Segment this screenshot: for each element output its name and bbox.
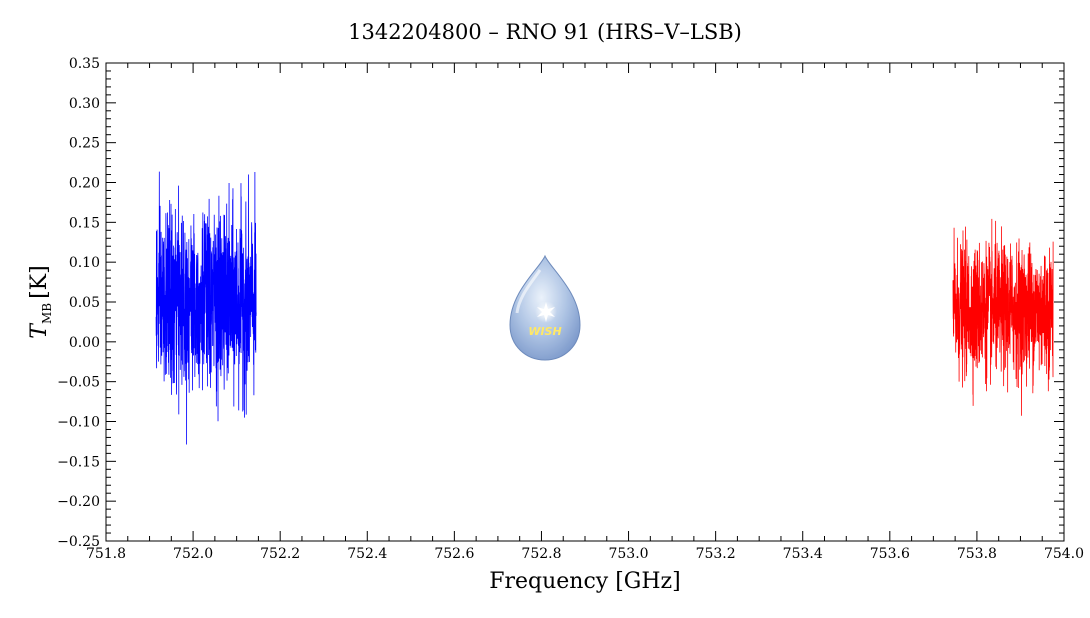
- x-tick-label: 753.2: [696, 546, 736, 562]
- y-tick-label: 0.25: [69, 136, 100, 152]
- series-layer: [155, 171, 1054, 445]
- y-tick-label: 0.15: [69, 215, 100, 231]
- x-tick-label: 753.6: [870, 546, 910, 562]
- y-tick-label: 0.00: [69, 335, 100, 351]
- y-tick-label: −0.10: [57, 415, 100, 431]
- x-tick-label: 752.0: [173, 546, 213, 562]
- wish-droplet-logo: WISH: [509, 254, 581, 361]
- star-icon: [537, 302, 555, 322]
- y-tick-label: −0.25: [57, 534, 100, 550]
- y-tick-label: −0.05: [57, 375, 100, 391]
- y-tick-label: −0.20: [57, 494, 100, 510]
- y-tick-label: 0.05: [69, 295, 100, 311]
- x-tick-label: 752.8: [521, 546, 561, 562]
- y-tick-label: 0.10: [69, 255, 100, 271]
- wish-logo-text: WISH: [528, 325, 561, 338]
- x-axis-label: Frequency [GHz]: [489, 569, 681, 594]
- y-tick-label: 0.30: [69, 96, 100, 112]
- series-2-line: [952, 218, 1054, 416]
- x-tick-label: 751.8: [86, 546, 126, 562]
- x-tick-label: 752.4: [347, 546, 387, 562]
- x-tick-label: 752.2: [260, 546, 300, 562]
- x-tick-label: 752.6: [434, 546, 474, 562]
- y-axis-label: TMB[K]: [27, 265, 54, 338]
- x-tick-label: 753.0: [608, 546, 648, 562]
- x-tick-label: 753.4: [783, 546, 823, 562]
- series-1-line: [155, 171, 257, 445]
- x-tick-label: 753.8: [957, 546, 997, 562]
- x-tick-label: 754.0: [1044, 546, 1084, 562]
- axes-layer: 751.8 752.0 752.2 752.4 752.6 752.8 753.0 753.2…: [57, 56, 1084, 562]
- chart-title: 1342204800 – RNO 91 (HRS–V–LSB): [348, 20, 742, 44]
- y-tick-label: 0.35: [69, 56, 100, 72]
- y-tick-label: 0.20: [69, 176, 100, 192]
- y-tick-label: −0.15: [57, 454, 100, 470]
